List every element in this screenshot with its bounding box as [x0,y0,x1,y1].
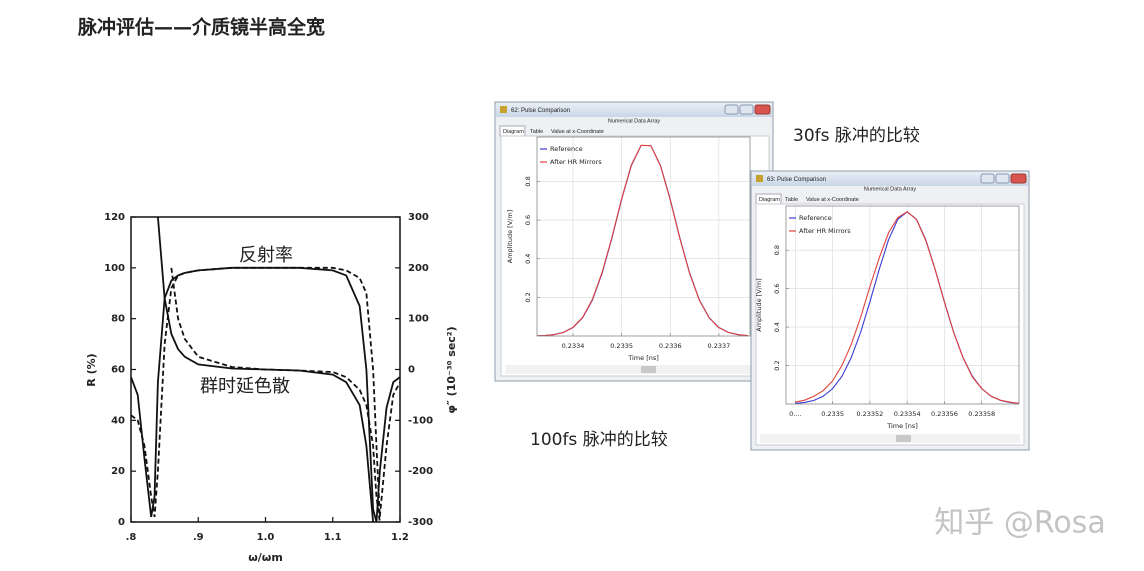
legend-label: After HR Mirrors [799,227,851,235]
x-tick-label: 0.2336 [659,342,682,350]
x-tick-label: 0.23352 [856,410,883,418]
minimize-button[interactable] [724,104,739,115]
x-axis-label: Time [ns] [627,354,659,362]
y-tick-label: 120 [104,212,125,223]
panel-title: Numerical Data Array [608,118,661,124]
minimize-button[interactable] [980,173,995,184]
y-tick-label: 40 [111,415,125,426]
plot-panel [500,135,770,377]
y2-tick-label: -100 [408,415,433,426]
maximize-button[interactable] [995,173,1010,184]
x-tick-label: 1.1 [324,532,342,543]
caption: 100fs 脉冲的比较 [530,430,668,450]
window-icon [500,106,507,113]
close-button[interactable] [754,104,771,115]
title-bar [496,103,772,117]
x-tick-label: 1.2 [391,532,409,543]
caption: 30fs 脉冲的比较 [793,126,920,146]
plot-panel [755,203,1025,446]
y-tick-label: 0.4 [773,322,781,332]
x-tick-label: 0.2334 [562,342,585,350]
window-icon [756,175,763,182]
y-tick-label: 0 [118,517,125,528]
legend-label: Reference [799,214,832,222]
legend-label: After HR Mirrors [550,158,602,166]
watermark: 知乎 @Rosa [934,506,1105,541]
y2-tick-label: 0 [408,365,415,376]
title-bar [752,172,1028,186]
x-tick-label: .8 [126,532,137,543]
series-line [170,267,381,522]
y2-tick-label: -200 [408,466,433,477]
y-tick-label: 0.6 [524,215,532,225]
y2-tick-label: 300 [408,212,429,223]
y-tick-label: 0.2 [773,360,781,370]
scrollbar[interactable] [760,434,1020,443]
tab-label[interactable]: Value at x-Coordinate [806,197,859,203]
y-tick-label: 60 [111,365,125,376]
chart: .8 .9 1.0 1.1 1.2 0 20 40 60 80 100 120 -300 -200 -100… [85,212,458,564]
x-tick-label: 0.23354 [894,410,921,418]
legend-label: Reference [550,145,583,153]
y-axis-label: Amplitude [V/m] [506,210,514,263]
y-tick-label: 80 [111,314,125,325]
plot-frame [130,216,401,523]
slide-title: 脉冲评估——介质镜半高全宽 [77,16,325,39]
x-axis-label: ω/ωm [248,551,283,564]
x-tick-label: 0.2337 [708,342,731,350]
y2-tick-label: 200 [408,263,429,274]
scroll-thumb[interactable] [896,435,911,442]
plot-frame [536,136,751,337]
window: 63: Pulse Comparison Numerical Data Arra… [750,170,1030,451]
y-tick-label: 0.8 [524,176,532,186]
scroll-thumb[interactable] [641,366,656,373]
x-tick-label: 0.2335 [610,342,633,350]
x-axis-label: Time [ns] [886,422,918,430]
y-axis-label: Amplitude [V/m] [755,278,763,331]
y-tick-label: 20 [111,466,125,477]
y-tick-label: 0.6 [773,283,781,293]
y-tick-label: 0.2 [524,292,532,302]
tab-label[interactable]: Table [530,129,543,135]
series-line [131,266,400,522]
close-button[interactable] [1010,173,1027,184]
annotation: 群时延色散 [200,376,290,397]
window-title: 63: Pulse Comparison [767,177,826,183]
y-tick-label: 0.4 [524,254,532,264]
plot-frame [785,205,1020,405]
scrollbar[interactable] [505,365,765,374]
tab-label: Diagram [503,129,524,135]
series-line [537,144,749,336]
x-tick-label: 0.23356 [931,410,958,418]
tab-label[interactable]: Value at x-Coordinate [551,129,604,135]
panel-title: Numerical Data Array [864,186,917,192]
y-tick-label: 100 [104,263,125,274]
series-line [795,211,1019,404]
x-tick-label: .9 [193,532,204,543]
tab-label[interactable]: Table [785,197,798,203]
maximize-button[interactable] [739,104,754,115]
y-tick-label: 0.8 [773,245,781,255]
y2-tick-label: 100 [408,314,429,325]
x-tick-label: 0.23358 [968,410,995,418]
chart: 0.... 0.2335 0.23352 0.23354 0.23356 0.23358 0… [755,205,1020,430]
x-tick-label: 0.... [789,410,801,418]
annotation: 反射率 [239,245,293,266]
y2-axis-label: φ″ (10⁻³⁰ sec²) [445,326,458,413]
y2-tick-label: -300 [408,517,433,528]
tab-label: Diagram [759,197,780,203]
series-line [131,266,400,518]
window-title: 62: Pulse Comparison [511,108,570,114]
x-tick-label: 0.2335 [821,410,844,418]
chart: 0.2334 0.2335 0.2336 0.2337 0.2 0.4 0.6 0.8 Time… [506,136,751,362]
x-tick-label: 1.0 [257,532,275,543]
y-axis-label: R (%) [85,353,98,386]
